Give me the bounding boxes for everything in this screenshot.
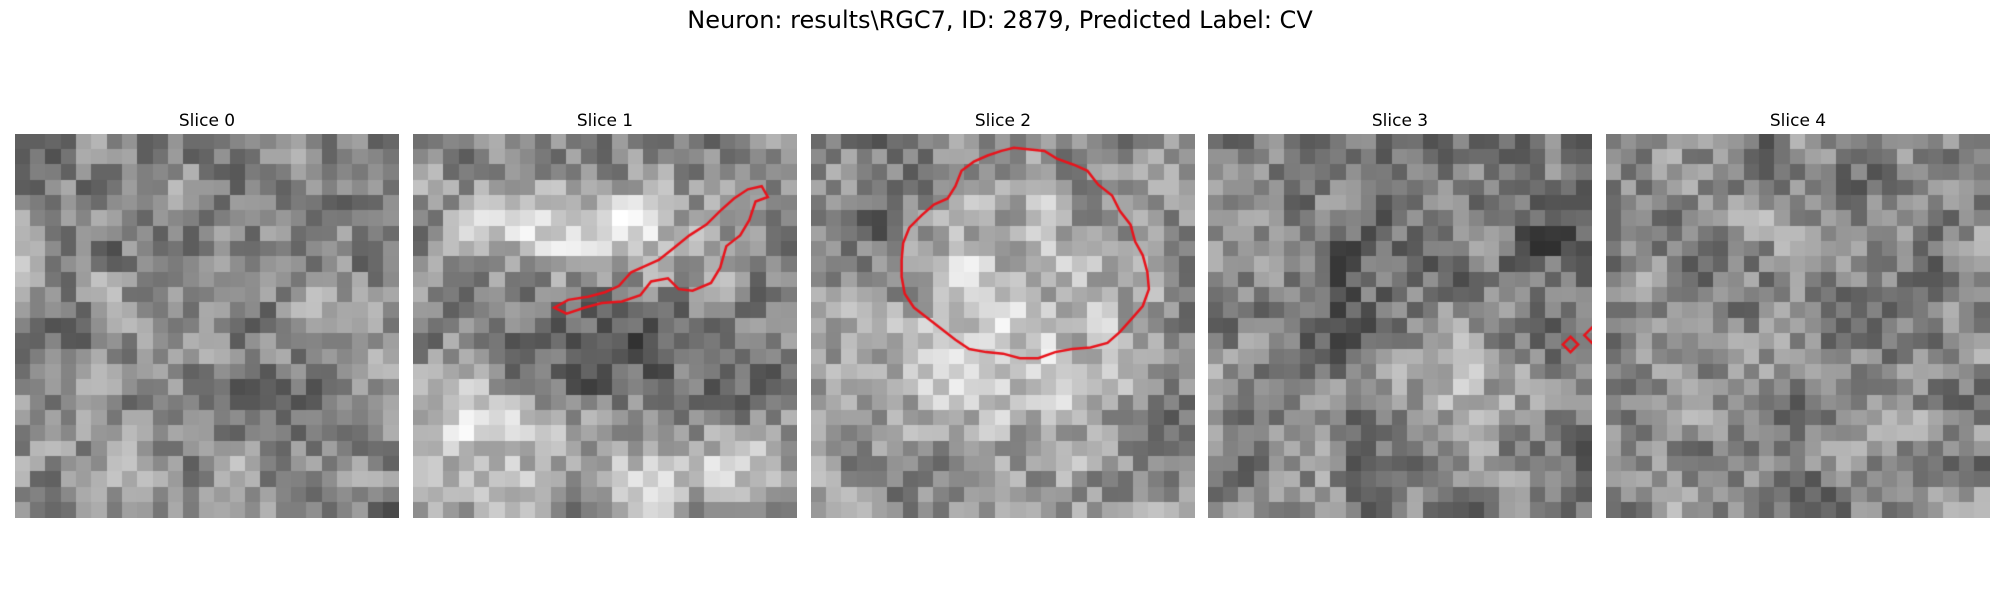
panel-slice-2: Slice 2 (811, 108, 1195, 518)
panel-title: Slice 0 (178, 111, 236, 131)
panel-slice-4: Slice 4 (1606, 108, 1990, 518)
panel-slice-1: Slice 1 (413, 108, 797, 518)
slice-image (1208, 134, 1592, 518)
slice-image (413, 134, 797, 518)
panel-title: Slice 3 (1371, 111, 1429, 131)
panel-title: Slice 2 (974, 111, 1032, 131)
panel-title: Slice 4 (1769, 111, 1827, 131)
panel-title: Slice 1 (576, 111, 634, 131)
figure-title: Neuron: results\RGC7, ID: 2879, Predicte… (687, 6, 1313, 34)
panel-slice-3: Slice 3 (1208, 108, 1592, 518)
slice-image (1606, 134, 1990, 518)
slice-image (15, 134, 399, 518)
slice-image (811, 134, 1195, 518)
panel-slice-0: Slice 0 (15, 108, 399, 518)
